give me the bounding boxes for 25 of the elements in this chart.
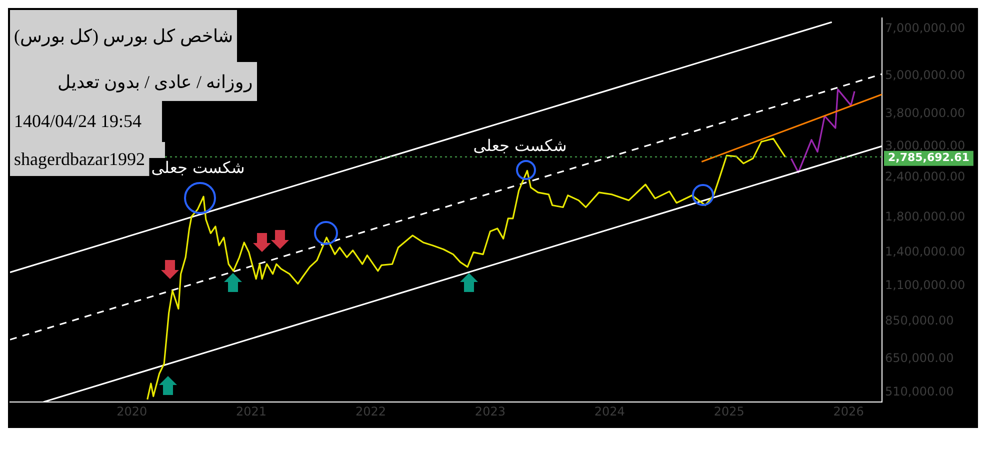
y-tick-label: 1,100,000.00 bbox=[885, 278, 966, 292]
annotation: 1404/04/24 19:54 bbox=[10, 101, 162, 142]
y-tick-label: 850,000.00 bbox=[885, 314, 954, 328]
x-tick-label: 2020 bbox=[116, 404, 148, 418]
y-tick-label: 5,000,000.00 bbox=[885, 68, 966, 82]
x-tick-label: 2021 bbox=[236, 404, 267, 418]
y-tick-label: 2,400,000.00 bbox=[885, 170, 966, 184]
y-tick-label: 3,000,000.00 bbox=[885, 138, 966, 153]
y-tick-label: 7,000,000.00 bbox=[885, 21, 966, 36]
y-tick-label: 3,800,000.00 bbox=[885, 106, 966, 120]
x-tick-label: 2025 bbox=[714, 404, 744, 418]
text: روزانه / عادی / بدون تعدیل bbox=[10, 62, 257, 101]
ref-line-label: 2,785,692.61 bbox=[888, 151, 970, 164]
annotation: شکست جعلی bbox=[471, 136, 569, 155]
y-tick-label: 650,000.00 bbox=[885, 350, 954, 365]
x-tick-label: 2026 bbox=[833, 404, 864, 418]
y-tick-label: 1,400,000.00 bbox=[885, 244, 966, 258]
annotation: شکست جعلی bbox=[149, 158, 247, 177]
x-tick-label: 2024 bbox=[594, 404, 625, 418]
text: شاخص کل بورس (کل بورس) bbox=[10, 10, 237, 62]
x-tick-label: 2022 bbox=[355, 404, 386, 418]
y-tick-label: 510,000.00 bbox=[885, 384, 954, 399]
y-tick-label: 1,800,000.00 bbox=[885, 210, 966, 224]
x-tick-label: 2023 bbox=[474, 404, 506, 418]
annotation: shagerdbazar1992 bbox=[14, 148, 145, 168]
